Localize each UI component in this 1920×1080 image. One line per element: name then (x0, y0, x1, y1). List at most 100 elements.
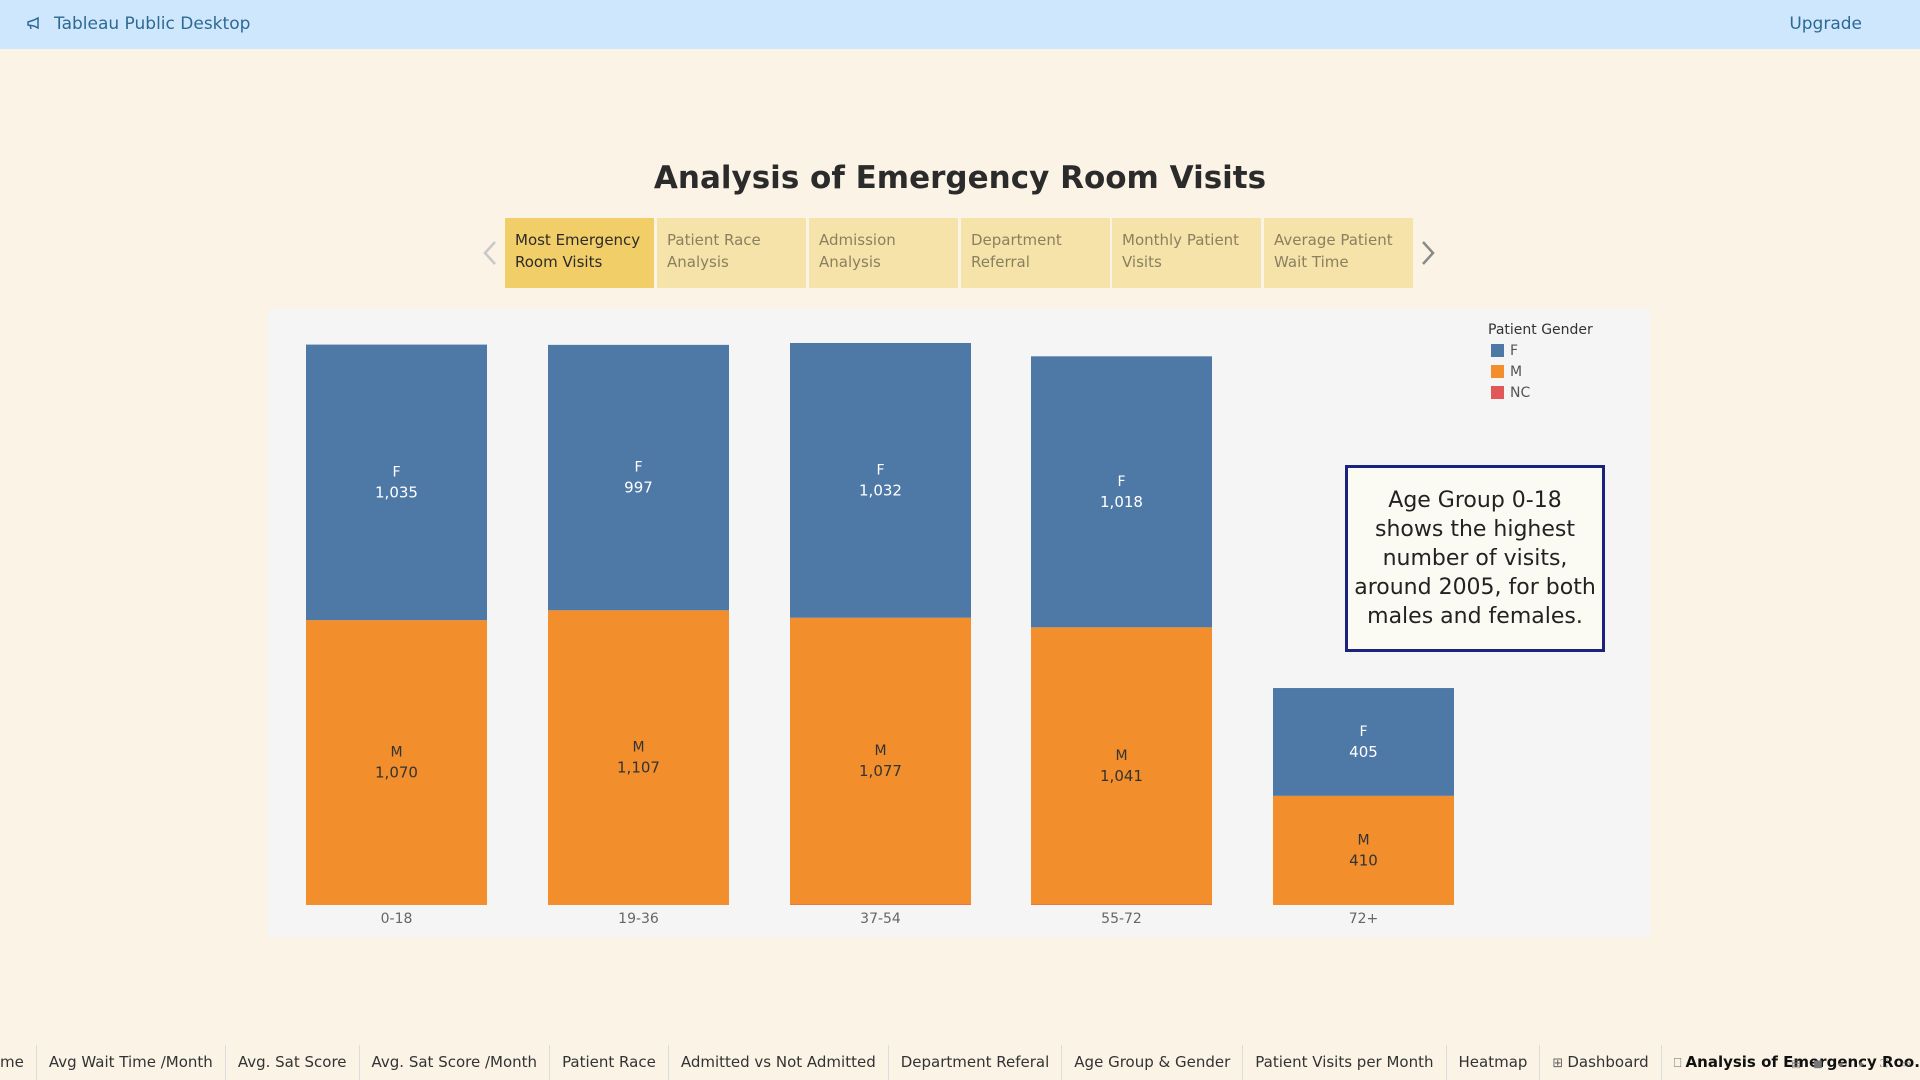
bar-segment[interactable] (306, 344, 487, 621)
bar-value-label: 410 (1349, 851, 1378, 869)
chevron-left-icon (483, 241, 496, 265)
bar-segment[interactable] (1273, 688, 1454, 796)
page-title: Analysis of Emergency Room Visits (653, 160, 1267, 196)
bar-series-label: F (392, 464, 400, 480)
sheet-tab[interactable]: ⊞ Dashboard (1540, 1045, 1662, 1080)
top-bar: Tableau Public Desktop Upgrade (0, 0, 1920, 49)
bar-segment[interactable] (1031, 356, 1212, 628)
x-tick-label: 55-72 (1101, 911, 1142, 927)
fullscreen-icon[interactable]: ⛶ (1880, 1058, 1888, 1070)
x-tick-label: 37-54 (860, 911, 901, 927)
bar-series-label: M (390, 745, 402, 761)
bar-value-label: 1,032 (859, 481, 902, 499)
sheet-tab[interactable]: Avg. Sat Score (226, 1045, 360, 1080)
bar-segment[interactable] (790, 904, 971, 905)
sheet-sorter-icon[interactable]: ■ (1813, 1058, 1823, 1070)
bar-series-label: M (1115, 748, 1127, 764)
legend-label: NC (1510, 384, 1531, 401)
bar-value-label: 1,035 (375, 483, 418, 501)
bar-segment[interactable] (1273, 795, 1454, 905)
sheet-tab-label: Avg Wait Time /Month (48, 1053, 213, 1071)
story-icon: ⎕ (1673, 1056, 1682, 1071)
sheet-tab-label: Avg. Sat Score (237, 1053, 347, 1071)
sheet-tab-label: Analysis of Emergency Roo... (1685, 1053, 1920, 1071)
legend-title: Patient Gender (1488, 322, 1593, 338)
legend-label: F (1510, 342, 1519, 359)
bar-series-label: F (876, 462, 884, 478)
bar-segment[interactable] (1031, 627, 1212, 905)
stacked-bar-chart: M 1,070 F 1,035 0-18 M 1,107 F 997 19-36 M 1,077 F 1,… (306, 343, 1454, 927)
legend-swatch (1491, 386, 1504, 399)
sheet-tab[interactable]: Admitted vs Not Admitted (669, 1045, 889, 1080)
story-next-button[interactable] (1414, 218, 1442, 288)
sheet-tab-label: Admitted vs Not Admitted (680, 1053, 876, 1071)
legend-item-f[interactable]: F (1488, 340, 1593, 361)
legend-item-m[interactable]: M (1488, 361, 1593, 382)
story-point-most-er-visits[interactable]: Most Emergency Room Visits (505, 218, 654, 288)
sheet-tab-label: Patient Race (562, 1053, 656, 1071)
legend-swatch (1491, 365, 1504, 378)
chart-area: M 1,070 F 1,035 0-18 M 1,107 F 997 19-36 M 1,077 F 1,… (268, 309, 1650, 937)
upgrade-link[interactable]: Upgrade (1789, 14, 1862, 34)
bar-segment[interactable] (790, 617, 971, 905)
story-point-admission[interactable]: Admission Analysis (809, 218, 958, 288)
bar-segment[interactable] (1031, 904, 1212, 905)
bar-series-label: M (874, 743, 886, 759)
sheet-tab[interactable]: Avg. Sat Score /Month (360, 1045, 551, 1080)
sheet-tab-label: Age Group & Gender (1074, 1053, 1231, 1071)
prev-sheet-icon[interactable]: ◂ (1837, 1058, 1843, 1070)
annotation-box: Age Group 0-18 shows the highest number … (1345, 465, 1605, 652)
sheet-tab[interactable]: Avg Wait Time /Month (37, 1045, 226, 1080)
story-point-patient-race[interactable]: Patient Race Analysis (657, 218, 806, 288)
sheet-tab[interactable]: Department Referal (889, 1045, 1063, 1080)
bar-segment[interactable] (548, 610, 729, 905)
bar-value-label: 1,107 (617, 759, 660, 777)
x-tick-label: 19-36 (618, 911, 659, 927)
bar-value-label: 1,018 (1100, 493, 1143, 511)
sheet-tab-label: me (0, 1053, 24, 1071)
bar-value-label: 1,041 (1100, 767, 1143, 785)
bar-series-label: M (1357, 832, 1369, 848)
bar-segment[interactable] (548, 344, 729, 611)
bar-series-label: M (632, 740, 644, 756)
bar-value-label: 997 (624, 479, 653, 497)
legend-item-nc[interactable]: NC (1488, 382, 1593, 403)
sheet-tab[interactable]: Age Group & Gender (1062, 1045, 1244, 1080)
presentation-icon[interactable]: ▭ (1901, 1058, 1911, 1070)
sheet-tab-label: Heatmap (1458, 1053, 1528, 1071)
bar-series-label: F (1117, 474, 1125, 490)
story-point-wait-time[interactable]: Average Patient Wait Time (1264, 218, 1413, 288)
story-point-monthly-visits[interactable]: Monthly Patient Visits (1112, 218, 1261, 288)
bar-segment[interactable] (790, 343, 971, 618)
sheet-tab-label: Dashboard (1567, 1053, 1649, 1071)
x-tick-label: 0-18 (381, 911, 413, 927)
sheet-tab-label: Patient Visits per Month (1255, 1053, 1434, 1071)
dashboard-icon: ⊞ (1552, 1056, 1564, 1071)
bar-value-label: 1,070 (375, 764, 418, 782)
sheet-tab-label: Avg. Sat Score /Month (371, 1053, 538, 1071)
story-prev-button[interactable] (476, 218, 504, 288)
sheet-controls: ▤ ■ ◂ ▸ ⛶ ▭ (1790, 1058, 1912, 1070)
sheet-tab[interactable]: Patient Visits per Month (1243, 1045, 1447, 1080)
bar-value-label: 405 (1349, 743, 1378, 761)
legend-label: M (1510, 363, 1523, 380)
x-tick-label: 72+ (1349, 911, 1379, 927)
story-point-department-referral[interactable]: Department Referral (961, 218, 1110, 288)
sheet-tab[interactable]: me (0, 1045, 37, 1080)
bar-segment[interactable] (306, 620, 487, 905)
next-sheet-icon[interactable]: ▸ (1859, 1058, 1865, 1070)
bar-series-label: F (1359, 724, 1367, 740)
sheet-tab-bar: me Avg Wait Time /Month Avg. Sat Score Avg.… (0, 1045, 1920, 1080)
legend-swatch (1491, 344, 1504, 357)
app-title: Tableau Public Desktop (54, 14, 251, 34)
filmstrip-icon[interactable]: ▤ (1791, 1058, 1801, 1070)
bar-series-label: F (634, 460, 642, 476)
megaphone-icon (27, 16, 39, 30)
bar-value-label: 1,077 (859, 762, 902, 780)
legend: Patient Gender F M NC (1488, 322, 1593, 403)
sheet-tab[interactable]: ⎕ Analysis of Emergency Roo... (1662, 1045, 1920, 1080)
sheet-tab[interactable]: Heatmap (1447, 1045, 1541, 1080)
chevron-right-icon (1422, 241, 1435, 265)
sheet-tab-label: Department Referal (900, 1053, 1050, 1071)
sheet-tab[interactable]: Patient Race (550, 1045, 669, 1080)
